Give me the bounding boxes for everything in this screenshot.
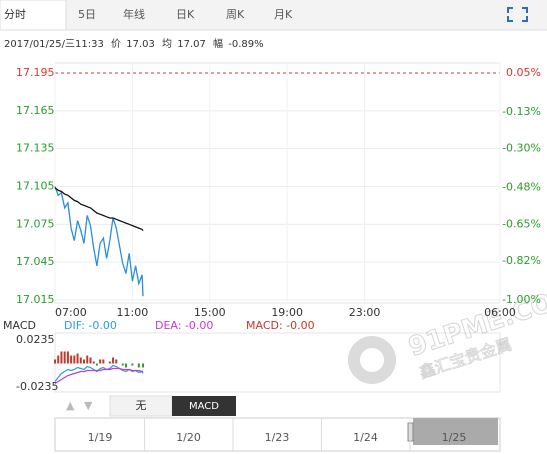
macd-title: MACD [3,319,36,332]
legend-entry: DEA: -0.00 [155,319,213,332]
legend-entry: DIF: -0.00 [64,319,117,332]
y-tick-label: 17.195 [16,66,55,79]
plot-frame [54,62,501,304]
macd-bar [92,361,95,364]
info-change: -0.89% [228,39,263,50]
tab[interactable]: 分时 [4,8,26,21]
macd-bar [121,363,124,366]
info-avg-label: 均 [162,38,172,50]
macd-bar [99,359,102,364]
date-label[interactable]: 1/23 [265,431,290,444]
tab[interactable]: 5日 [78,8,96,21]
y2-tick-label: 0.05% [506,66,541,79]
macd-bar [79,357,82,364]
macd-bar [89,357,92,364]
y-tick-label: 17.015 [16,293,55,306]
x-tick-label: 19:00 [271,306,303,319]
series-line [54,187,144,231]
y2-tick-label: -0.13% [502,105,541,118]
info-line: 2017/01/25/三11:33 价 17.03 均 17.07 幅 -0.8… [4,37,264,50]
macd-bar [86,355,89,364]
macd-line [54,367,143,385]
y2-tick-label: -0.48% [502,181,541,194]
y2-tick-label: -1.00% [502,293,541,306]
info-avg: 17.07 [177,39,206,50]
y2-tick-label: -0.82% [502,254,541,267]
button-bg-active[interactable] [172,396,236,416]
y2-tick-label: -0.30% [502,142,541,155]
scroll-down[interactable]: ▼ [84,399,93,412]
macd-bar [115,359,118,364]
info-change-label: 幅 [213,37,223,50]
tab[interactable]: 日K [176,8,195,21]
x-tick-label: 07:00 [55,306,87,319]
macd-bar [142,363,145,368]
y-tick-label: 17.045 [16,255,55,268]
navigator-window[interactable] [413,418,498,445]
y-tick-label: 17.135 [16,142,55,155]
scroll-up[interactable]: ▲ [66,399,75,412]
macd-bar [73,355,76,364]
macd-bar [102,359,105,364]
x-tick-label: 11:00 [117,306,149,319]
y-tick-label: 17.165 [16,104,55,117]
info-price: 17.03 [126,39,155,50]
tab[interactable]: 年线 [123,7,145,21]
macd-bar [137,363,140,368]
macd-line [54,364,144,382]
x-tick-label: 15:00 [194,306,226,319]
macd-bar [112,357,115,364]
watermark-logo [348,336,396,384]
date-label[interactable]: 1/25 [442,431,467,444]
macd-bar [54,359,56,364]
y-tick-label: 17.075 [16,217,55,230]
macd-bar [95,363,98,366]
info-price-label: 价 [111,38,121,50]
series-line [54,186,144,297]
y-tick-label: -0.0235 [16,380,58,393]
date-label[interactable]: 1/20 [176,431,201,444]
macd-bar [60,351,63,364]
y-tick-label: 17.105 [16,180,55,193]
x-tick-label: 06:00 [484,306,516,319]
watermark-logo-inner [360,348,384,372]
macd-bar [70,355,73,364]
indicator-button[interactable]: MACD [189,401,219,412]
y2-tick-label: -0.65% [502,217,541,230]
macd-bar [76,353,79,364]
active-tab-bg [0,0,67,31]
macd-bar [108,361,111,364]
macd-bar [131,363,134,366]
tab[interactable]: 周K [226,8,245,21]
date-label[interactable]: 1/24 [353,431,378,444]
date-label[interactable]: 1/19 [88,431,113,444]
macd-bar [66,351,69,364]
y-tick-label: 0.0235 [16,333,55,346]
tab-bar [0,0,547,30]
indicator-button[interactable]: 无 [136,399,147,412]
info-datetime: 2017/01/25/三11:33 [4,39,104,50]
x-tick-label: 23:00 [349,306,381,319]
macd-bar [63,351,66,364]
macd-bar [57,355,60,364]
macd-bar [124,363,127,368]
tab[interactable]: 月K [274,8,293,21]
fullscreen-icon[interactable] [507,7,528,22]
legend-entry: MACD: -0.00 [246,319,315,332]
macd-bar [83,359,86,364]
